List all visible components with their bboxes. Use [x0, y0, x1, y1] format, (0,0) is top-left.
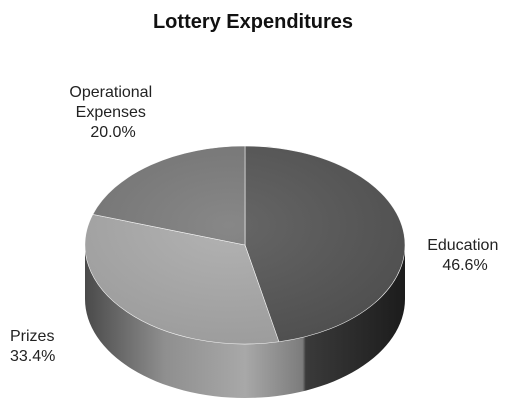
svg-text:Operational Expenses: Operational Expenses 20.0% [69, 84, 156, 141]
pie-top-face [84, 145, 406, 345]
operational-expenses-name-line2: Expenses [76, 104, 146, 121]
pie-top-sheen [85, 146, 405, 344]
education-percent: 46.6% [442, 257, 487, 274]
svg-text:Prizes 33.4%: Prizes 33.4% [10, 328, 59, 365]
svg-text:Education 46.6%: Education 46.6% [427, 237, 503, 274]
pie-side-wall [85, 245, 405, 398]
pie-side-wall-surface [85, 245, 405, 398]
chart-title: Lottery Expenditures [153, 11, 353, 33]
slice-label-prizes: Prizes 33.4% [10, 328, 59, 365]
prizes-name: Prizes [10, 328, 54, 345]
slice-label-education: Education 46.6% [427, 237, 503, 274]
education-name: Education [427, 237, 498, 254]
operational-expenses-percent: 20.0% [90, 124, 135, 141]
operational-expenses-name-line1: Operational [69, 84, 152, 101]
prizes-percent: 33.4% [10, 348, 55, 365]
slice-label-operational-expenses: Operational Expenses 20.0% [69, 84, 156, 141]
